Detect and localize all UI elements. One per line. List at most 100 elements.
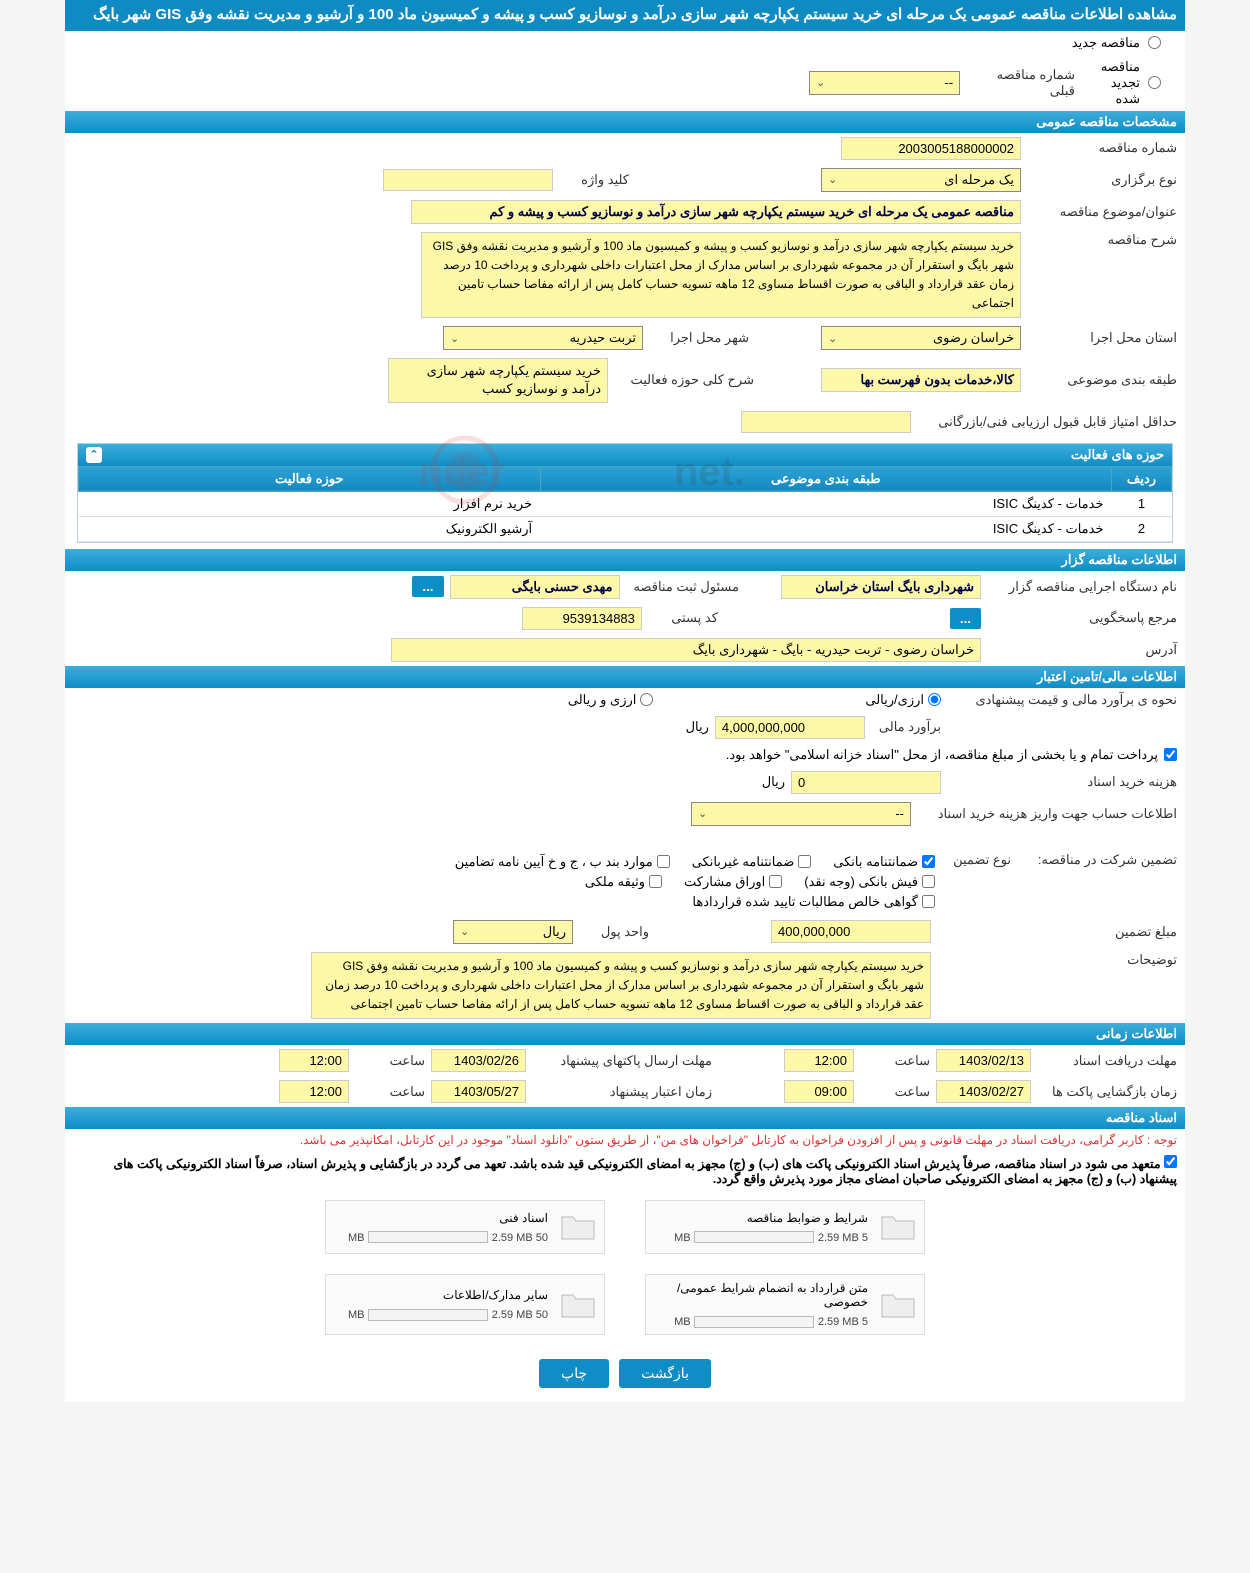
receive-label: مهلت دریافت اسناد	[1037, 1053, 1177, 1069]
province-label: استان محل اجرا	[1027, 330, 1177, 346]
progress-bar	[368, 1309, 488, 1321]
table-row: 2 خدمات - کدینگ ISIC آرشیو الکترونیک	[79, 516, 1172, 541]
notice-commit: متعهد می شود در اسناد مناقصه، صرفاً پذیر…	[113, 1157, 1177, 1186]
radio-arzi-o-rial[interactable]	[640, 693, 653, 706]
valid-label: زمان اعتبار پیشنهاد	[532, 1084, 712, 1100]
guarantee-amount-label: مبلغ تضمین	[937, 924, 1177, 940]
agency-field: شهرداری بایگ استان خراسان	[781, 575, 981, 599]
city-select[interactable]: تربت حیدریه⌄	[443, 326, 643, 350]
cb-property[interactable]	[649, 875, 662, 888]
doc-card[interactable]: سایر مدارک/اطلاعات 50 MB 2.59 MB	[325, 1274, 605, 1335]
keyword-field[interactable]	[383, 169, 553, 191]
agency-label: نام دستگاه اجرایی مناقصه گزار	[987, 579, 1177, 595]
min-score-field[interactable]	[741, 411, 911, 433]
radio-renewed[interactable]	[1148, 76, 1161, 89]
notice-red: توجه : کاربر گرامی، دریافت اسناد در مهلت…	[65, 1129, 1185, 1151]
address-field: خراسان رضوی - تربت حیدریه - بایگ - شهردا…	[391, 638, 981, 662]
doc-title: متن قرارداد به انضمام شرایط عمومی/خصوصی	[652, 1281, 868, 1309]
col-category: طبقه بندی موضوعی	[540, 466, 1111, 491]
doc-title: اسناد فنی	[332, 1211, 548, 1225]
cb-bonds[interactable]	[769, 875, 782, 888]
doc-card[interactable]: شرایط و ضوابط مناقصه 5 MB 2.59 MB	[645, 1200, 925, 1254]
response-lookup-button[interactable]: ...	[950, 608, 981, 629]
est-amount-field: 4,000,000,000	[715, 716, 865, 739]
unit-select[interactable]: ریال⌄	[453, 920, 573, 944]
send-label: مهلت ارسال پاکتهای پیشنهاد	[532, 1053, 712, 1069]
desc-field: خرید سیستم یکپارچه شهر سازی درآمد و نوسا…	[421, 232, 1021, 319]
registrar-field: مهدی حسنی بایگی	[450, 575, 620, 599]
registrar-lookup-button[interactable]: ...	[412, 576, 443, 597]
acct-info-label: اطلاعات حساب جهت واریز هزینه خرید اسناد	[917, 806, 1177, 822]
commit-checkbox[interactable]	[1164, 1155, 1177, 1168]
print-button[interactable]: چاپ	[539, 1359, 609, 1388]
open-date: 1403/02/27	[936, 1080, 1031, 1103]
folder-icon	[878, 1207, 918, 1247]
folder-icon	[558, 1207, 598, 1247]
doc-card[interactable]: اسناد فنی 50 MB 2.59 MB	[325, 1200, 605, 1254]
folder-icon	[558, 1285, 598, 1325]
radio-renewed-label: مناقصه تجدید شده	[1087, 59, 1140, 107]
guarantee-label: تضمین شرکت در مناقصه:	[1017, 852, 1177, 868]
desc-label: شرح مناقصه	[1027, 232, 1177, 248]
est-amount-label: برآورد مالی	[871, 719, 941, 735]
postal-label: کد پستی	[648, 610, 718, 626]
subject-field: مناقصه عمومی یک مرحله ای خرید سیستم یکپا…	[411, 200, 1021, 224]
send-time: 12:00	[279, 1049, 349, 1072]
activity-desc-label: شرح کلی حوزه فعالیت	[614, 372, 754, 388]
guarantee-type-label: نوع تضمین	[941, 852, 1011, 868]
radio-arzi-rial[interactable]	[928, 693, 941, 706]
category-field: کالا،خدمات بدون فهرست بها	[821, 368, 1021, 392]
valid-date: 1403/05/27	[431, 1080, 526, 1103]
doc-title: شرایط و ضوابط مناقصه	[652, 1211, 868, 1225]
section-finance: اطلاعات مالی/تامین اعتبار	[65, 666, 1185, 688]
currency-label: ریال	[686, 719, 709, 735]
page-title: مشاهده اطلاعات مناقصه عمومی یک مرحله ای …	[65, 0, 1185, 31]
section-organizer: اطلاعات مناقصه گزار	[65, 549, 1185, 571]
cb-bank[interactable]	[922, 855, 935, 868]
subject-label: عنوان/موضوع مناقصه	[1027, 204, 1177, 220]
folder-icon	[878, 1285, 918, 1325]
section-timing: اطلاعات زمانی	[65, 1023, 1185, 1045]
tender-no-label: شماره مناقصه	[1027, 140, 1177, 156]
valid-time: 12:00	[279, 1080, 349, 1103]
response-label: مرجع پاسخگویی	[987, 610, 1177, 626]
treasury-note: پرداخت تمام و یا بخشی از مبلغ مناقصه، از…	[726, 747, 1158, 763]
doc-fee-field: 0	[791, 771, 941, 794]
treasury-checkbox[interactable]	[1164, 748, 1177, 761]
type-label: نوع برگزاری	[1027, 172, 1177, 188]
doc-fee-label: هزینه خرید اسناد	[947, 774, 1177, 790]
radio-new-label: مناقصه جدید	[1072, 35, 1140, 51]
prev-no-label: شماره مناقصه قبلی	[966, 67, 1075, 99]
receive-time: 12:00	[784, 1049, 854, 1072]
send-date: 1403/02/26	[431, 1049, 526, 1072]
guarantee-amount-field: 400,000,000	[771, 920, 931, 943]
progress-bar	[694, 1316, 814, 1328]
address-label: آدرس	[987, 642, 1177, 658]
progress-bar	[368, 1231, 488, 1243]
activity-table: ردیف طبقه بندی موضوعی حوزه فعالیت 1 خدما…	[78, 466, 1172, 542]
tender-no: 2003005188000002	[841, 137, 1021, 160]
collapse-icon[interactable]: ⌃	[86, 447, 102, 463]
radio-new[interactable]	[1148, 36, 1161, 49]
doc-card[interactable]: متن قرارداد به انضمام شرایط عمومی/خصوصی …	[645, 1274, 925, 1335]
keyword-label: کلید واژه	[559, 172, 629, 188]
cb-cash[interactable]	[922, 875, 935, 888]
cb-receivables[interactable]	[922, 895, 935, 908]
col-row: ردیف	[1112, 466, 1172, 491]
category-label: طبقه بندی موضوعی	[1027, 372, 1177, 388]
activity-table-title: حوزه های فعالیت	[1071, 447, 1164, 463]
acct-info-select[interactable]: --⌄	[691, 802, 911, 826]
open-label: زمان بازگشایی پاکت ها	[1037, 1084, 1177, 1100]
cb-nonbank[interactable]	[798, 855, 811, 868]
min-score-label: حداقل امتیاز قابل قبول ارزیابی فنی/بازرگ…	[917, 414, 1177, 430]
notes-field: خرید سیستم یکپارچه شهر سازی درآمد و نوسا…	[311, 952, 931, 1020]
cb-bylaw[interactable]	[657, 855, 670, 868]
prev-no-select[interactable]: --⌄	[809, 71, 960, 95]
notes-label: توضیحات	[937, 952, 1177, 968]
doc-title: سایر مدارک/اطلاعات	[332, 1288, 548, 1302]
back-button[interactable]: بازگشت	[619, 1359, 711, 1388]
province-select[interactable]: خراسان رضوی⌄	[821, 326, 1021, 350]
type-select[interactable]: یک مرحله ای⌄	[821, 168, 1021, 192]
activity-desc-field: خرید سیستم یکپارچه شهر سازی درآمد و نوسا…	[388, 358, 608, 402]
registrar-label: مسئول ثبت مناقصه	[626, 579, 739, 595]
